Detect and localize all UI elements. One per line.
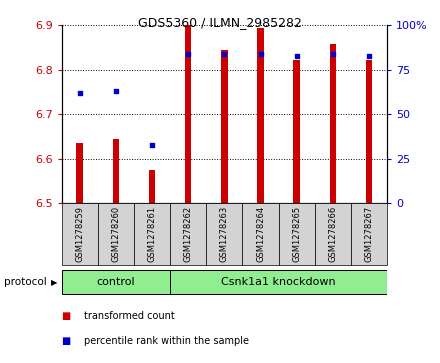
Text: GSM1278267: GSM1278267 [365,206,374,262]
Text: GSM1278262: GSM1278262 [184,206,193,262]
Point [221,51,228,57]
Text: ▶: ▶ [51,278,57,287]
Text: GSM1278265: GSM1278265 [292,206,301,262]
Bar [330,44,336,203]
Bar [293,60,300,203]
Text: ■: ■ [62,311,71,321]
FancyBboxPatch shape [62,203,98,265]
FancyBboxPatch shape [206,203,242,265]
Bar [77,143,83,203]
FancyBboxPatch shape [351,203,387,265]
Text: GSM1278266: GSM1278266 [328,206,337,262]
FancyBboxPatch shape [279,203,315,265]
Bar [113,139,119,203]
Bar [221,50,227,203]
Point [257,51,264,57]
Text: control: control [96,277,135,287]
Text: protocol: protocol [4,277,47,287]
Point [185,51,192,57]
FancyBboxPatch shape [98,203,134,265]
Text: GDS5360 / ILMN_2985282: GDS5360 / ILMN_2985282 [138,16,302,29]
Text: GSM1278260: GSM1278260 [111,206,121,262]
Text: percentile rank within the sample: percentile rank within the sample [84,336,249,346]
Text: Csnk1a1 knockdown: Csnk1a1 knockdown [221,277,336,287]
FancyBboxPatch shape [242,203,279,265]
Point [149,142,156,147]
Point [330,51,337,57]
FancyBboxPatch shape [315,203,351,265]
Point [112,88,119,94]
Point [366,53,373,58]
Text: GSM1278259: GSM1278259 [75,206,84,262]
Text: GSM1278264: GSM1278264 [256,206,265,262]
Bar [257,28,264,203]
FancyBboxPatch shape [170,203,206,265]
Text: GSM1278263: GSM1278263 [220,206,229,262]
Bar [185,25,191,203]
Point [76,90,83,96]
Text: GSM1278261: GSM1278261 [147,206,157,262]
FancyBboxPatch shape [62,270,170,294]
Text: transformed count: transformed count [84,311,174,321]
Bar [149,170,155,203]
Bar [366,60,372,203]
FancyBboxPatch shape [170,270,387,294]
FancyBboxPatch shape [134,203,170,265]
Text: ■: ■ [62,336,71,346]
Point [293,53,300,58]
